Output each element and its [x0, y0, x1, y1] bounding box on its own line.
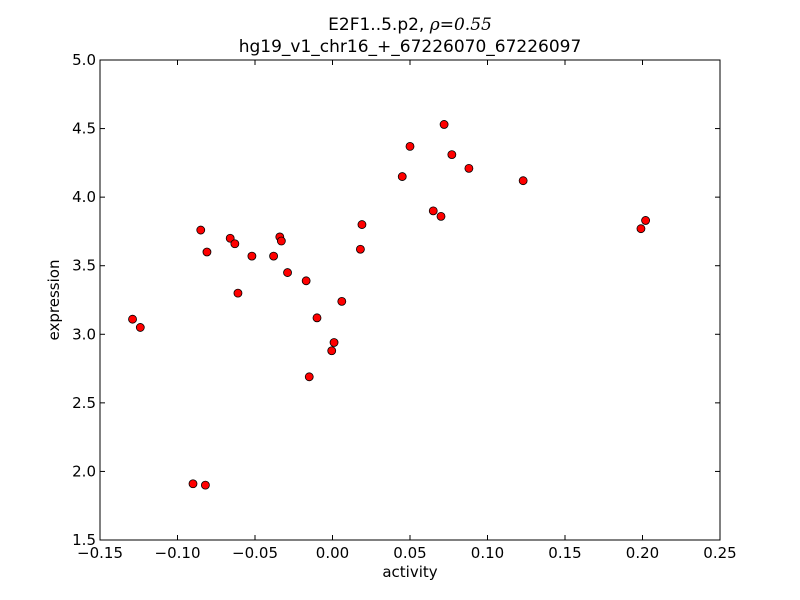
chart-subtitle: hg19_v1_chr16_+_67226070_67226097 — [239, 37, 582, 57]
scatter-point — [202, 247, 212, 257]
chart-title: E2F1..5.p2, ρ=0.55 — [328, 15, 492, 35]
scatter-point — [357, 220, 367, 229]
x-tick-label: 0.00 — [316, 544, 349, 562]
scatter-point — [301, 276, 311, 286]
y-tick-label: 3.0 — [72, 325, 96, 343]
scatter-point — [247, 251, 257, 261]
x-tick-label: −0.10 — [155, 544, 201, 562]
scatter-point — [276, 236, 286, 246]
y-tick-label: 2.0 — [72, 462, 96, 480]
x-tick-label: 0.15 — [548, 544, 581, 562]
scatter-point — [128, 314, 137, 324]
scatter-point — [312, 313, 322, 323]
x-tick-label: 0.25 — [703, 544, 736, 562]
scatter-point — [518, 176, 528, 186]
scatter-point — [636, 224, 646, 234]
data-points — [128, 120, 650, 490]
scatter-point — [439, 120, 449, 129]
scatter-point — [188, 479, 198, 489]
scatter-point — [641, 216, 650, 225]
x-axis-label: activity — [382, 563, 437, 581]
y-tick-label: 2.5 — [72, 394, 96, 412]
scatter-point — [436, 211, 446, 221]
y-tick-label: 4.0 — [72, 188, 96, 206]
y-tick-label: 5.0 — [72, 51, 96, 69]
scatter-point — [355, 244, 365, 254]
chart-title-rho-symbol: ρ — [429, 15, 440, 35]
scatter-point — [329, 338, 339, 347]
y-tick-labels: 1.5 2.0 2.5 3.0 3.5 4.0 4.5 5.0 — [72, 51, 96, 549]
chart-title-rho-value: =0.55 — [440, 15, 492, 35]
y-tick-label: 3.5 — [72, 257, 96, 275]
scatter-point — [337, 296, 347, 306]
scatter-point — [283, 268, 292, 277]
scatter-point — [230, 239, 240, 249]
x-tick-label: 0.10 — [471, 544, 504, 562]
scatter-point — [269, 251, 279, 261]
plot-frame — [99, 59, 721, 541]
scatter-point — [428, 206, 438, 216]
x-tick-label: −0.05 — [232, 544, 278, 562]
x-tick-label: −0.15 — [77, 544, 123, 562]
scatter-point — [447, 150, 457, 160]
scatter-point — [233, 288, 243, 298]
scatter-point — [405, 141, 415, 151]
scatter-point — [304, 372, 314, 382]
chart-title-prefix: E2F1..5.p2, — [328, 15, 430, 35]
scatter-point — [200, 480, 210, 490]
scatter-point — [327, 346, 337, 356]
x-tick-label: 0.20 — [626, 544, 659, 562]
scatter-point — [397, 172, 407, 181]
x-tick-label: 0.05 — [393, 544, 426, 562]
scatter-point — [135, 323, 145, 332]
x-tick-labels: −0.15 −0.10 −0.05 0.00 0.05 0.10 0.15 0.20 0.25 — [77, 544, 737, 562]
y-tick-label: 4.5 — [72, 120, 96, 138]
scatter-point — [464, 163, 474, 173]
y-axis-label: expression — [45, 260, 63, 341]
y-tick-label: 1.5 — [72, 531, 96, 549]
scatter-point — [196, 225, 206, 235]
